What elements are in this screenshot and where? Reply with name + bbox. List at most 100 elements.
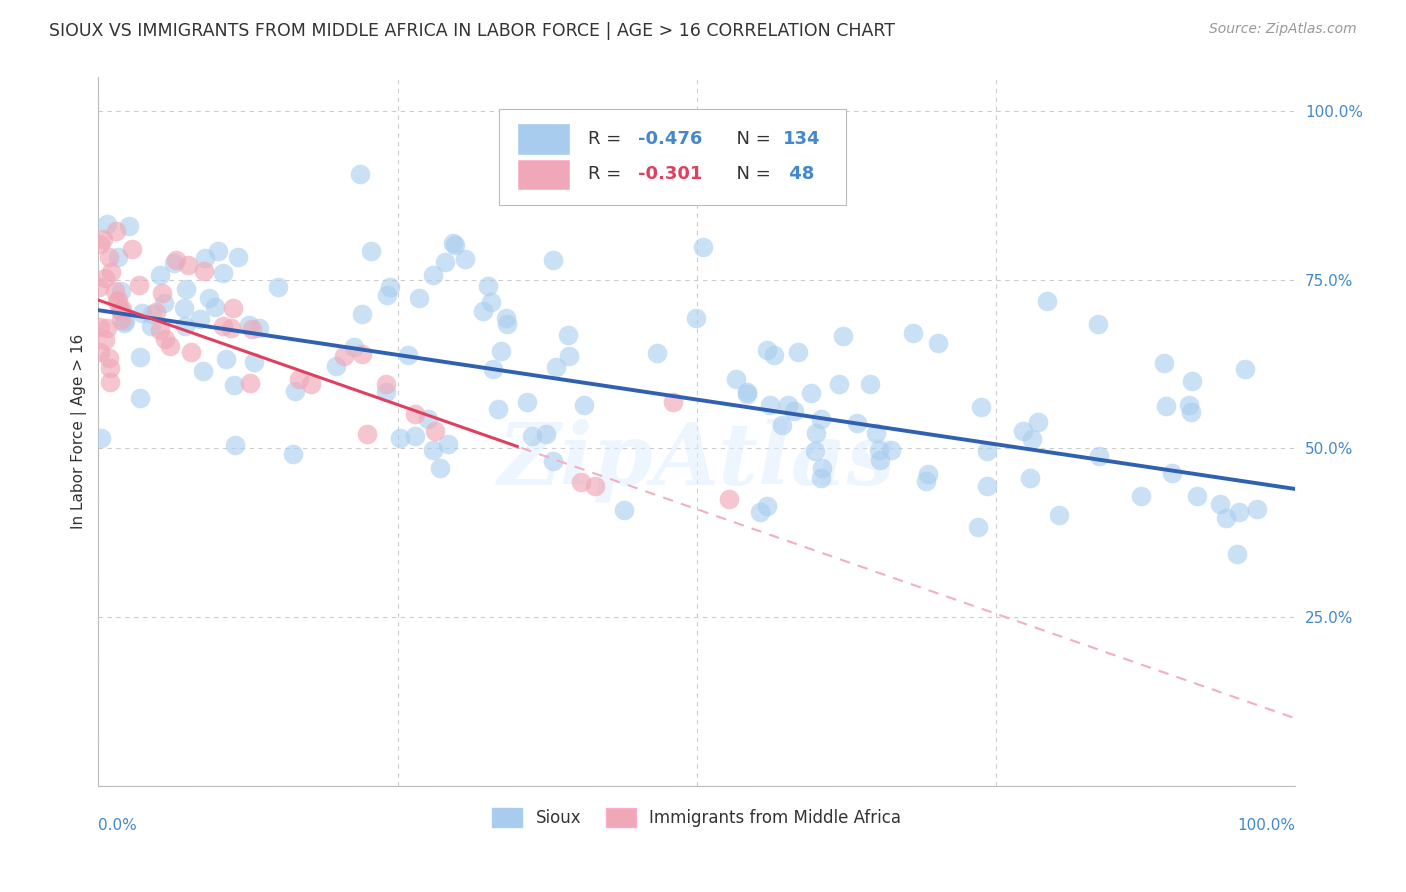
- Point: [153, 296, 176, 310]
- Text: N =: N =: [725, 166, 778, 184]
- Point: [976, 443, 998, 458]
- Point: [356, 427, 378, 442]
- Point: [749, 505, 772, 519]
- Point: [94, 271, 117, 285]
- Point: [783, 404, 806, 418]
- Point: [1185, 489, 1208, 503]
- Point: [572, 398, 595, 412]
- Point: [188, 312, 211, 326]
- Point: [759, 398, 782, 412]
- Point: [685, 311, 707, 326]
- Point: [692, 240, 714, 254]
- Point: [966, 519, 988, 533]
- FancyBboxPatch shape: [519, 160, 568, 189]
- Point: [224, 438, 246, 452]
- Point: [193, 364, 215, 378]
- Point: [558, 349, 581, 363]
- Point: [437, 437, 460, 451]
- Point: [486, 402, 509, 417]
- Text: 0.0%: 0.0%: [98, 818, 138, 832]
- Point: [89, 319, 111, 334]
- Point: [89, 236, 111, 251]
- Point: [416, 411, 439, 425]
- Point: [516, 395, 538, 409]
- Point: [174, 282, 197, 296]
- Point: [557, 327, 579, 342]
- Point: [180, 345, 202, 359]
- Point: [389, 431, 412, 445]
- Point: [477, 279, 499, 293]
- Point: [479, 294, 502, 309]
- Point: [343, 340, 366, 354]
- Point: [735, 386, 758, 401]
- FancyBboxPatch shape: [499, 110, 846, 205]
- Point: [211, 266, 233, 280]
- Point: [1181, 375, 1204, 389]
- Point: [375, 377, 398, 392]
- Point: [481, 361, 503, 376]
- Point: [97, 251, 120, 265]
- Point: [408, 292, 430, 306]
- Point: [325, 359, 347, 373]
- Point: [155, 331, 177, 345]
- Point: [1209, 497, 1232, 511]
- Point: [756, 343, 779, 357]
- Point: [583, 479, 606, 493]
- Point: [94, 334, 117, 348]
- Point: [1088, 449, 1111, 463]
- Point: [131, 306, 153, 320]
- Text: R =: R =: [588, 166, 627, 184]
- Point: [110, 284, 132, 298]
- Point: [173, 318, 195, 333]
- Point: [787, 345, 810, 359]
- Point: [349, 167, 371, 181]
- Point: [1021, 432, 1043, 446]
- Point: [541, 454, 564, 468]
- Point: [165, 253, 187, 268]
- Point: [111, 301, 134, 316]
- Point: [239, 376, 262, 390]
- Point: [569, 475, 592, 489]
- Point: [425, 424, 447, 438]
- Point: [429, 461, 451, 475]
- Point: [98, 351, 121, 365]
- Legend: Sioux, Immigrants from Middle Africa: Sioux, Immigrants from Middle Africa: [485, 802, 908, 834]
- Point: [96, 321, 118, 335]
- Point: [226, 250, 249, 264]
- Point: [735, 385, 758, 400]
- Point: [869, 452, 891, 467]
- Point: [404, 428, 426, 442]
- Point: [1226, 547, 1249, 561]
- Point: [1156, 400, 1178, 414]
- Text: 48: 48: [783, 166, 814, 184]
- Point: [108, 303, 131, 318]
- Point: [238, 318, 260, 332]
- Point: [1178, 398, 1201, 412]
- Point: [1129, 489, 1152, 503]
- Point: [288, 371, 311, 385]
- Point: [1215, 511, 1237, 525]
- Point: [87, 280, 110, 294]
- Point: [173, 301, 195, 316]
- Point: [93, 232, 115, 246]
- Point: [380, 279, 402, 293]
- Point: [454, 252, 477, 266]
- Point: [204, 300, 226, 314]
- Point: [422, 443, 444, 458]
- Point: [1227, 505, 1250, 519]
- Point: [613, 503, 636, 517]
- Point: [976, 479, 998, 493]
- Point: [1180, 405, 1202, 419]
- Point: [375, 288, 398, 302]
- Point: [104, 284, 127, 298]
- Point: [374, 384, 396, 399]
- Point: [901, 326, 924, 340]
- Point: [472, 304, 495, 318]
- Point: [139, 319, 162, 334]
- FancyBboxPatch shape: [519, 124, 568, 154]
- Point: [333, 349, 356, 363]
- Point: [970, 400, 993, 414]
- Point: [1026, 416, 1049, 430]
- Point: [194, 252, 217, 266]
- Point: [724, 372, 747, 386]
